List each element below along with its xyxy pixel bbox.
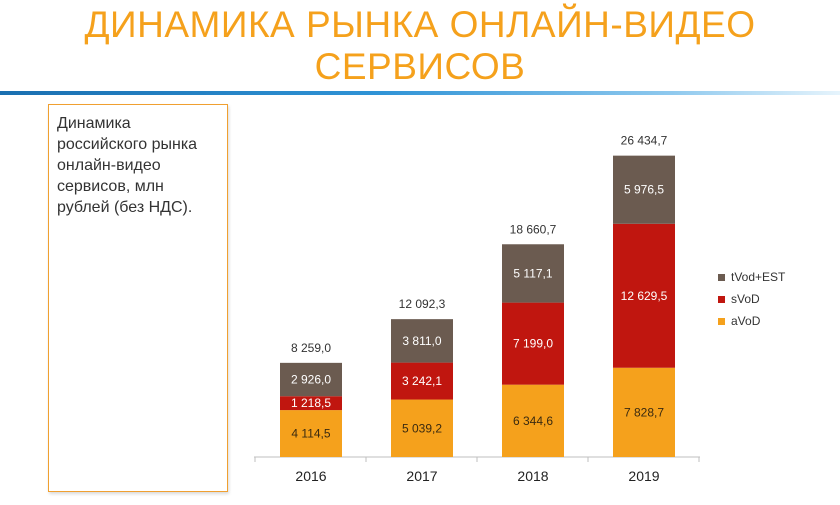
data-label-2017-avod: 5 039,2 [402,421,442,435]
data-label-2017-tvod-est: 3 811,0 [402,334,441,348]
bar-2016-tvod-est [280,362,342,397]
title-divider [0,91,840,95]
data-label-2019-svod: 12 629,5 [621,289,668,303]
data-label-2018-svod: 7 199,0 [513,337,553,351]
bar-2019-tvod-est [613,155,675,224]
legend-label: tVod+EST [731,270,786,284]
legend-swatch [718,273,725,281]
x-tick-label-2019: 2019 [628,468,659,484]
bar-2017-avod [391,399,453,457]
page-title-line-1: ДИНАМИКА РЫНКА ОНЛАЙН-ВИДЕО [84,4,756,45]
data-label-2017-svod: 3 242,1 [402,374,442,388]
data-label-2016-svod: 1 218,5 [291,396,331,410]
bar-2016-avod [280,410,342,457]
bar-2018-tvod-est [502,244,564,303]
data-label-2018-tvod-est: 5 117,1 [513,266,552,280]
bar-2019-svod [613,223,675,368]
x-tick-label-2018: 2018 [517,468,548,484]
total-label-2018: 18 660,7 [510,222,557,236]
bar-2017-tvod-est [391,319,453,363]
chart-caption-box: Динамика российского рынка онлайн-видео … [48,104,228,492]
legend-label: sVoD [731,292,760,306]
data-label-2018-avod: 6 344,6 [513,414,553,428]
legend-swatch [718,295,725,303]
data-label-2016-avod: 4 114,5 [291,427,330,441]
bar-2018-svod [502,302,564,385]
x-tick-label-2017: 2017 [406,468,437,484]
legend-item-svod: sVoD [718,288,785,310]
legend-label: aVoD [731,314,761,328]
page-title-line-2: СЕРВИСОВ [314,46,526,87]
total-label-2019: 26 434,7 [621,134,668,148]
data-label-2019-tvod-est: 5 976,5 [624,183,664,197]
legend-item-tvod-est: tVod+EST [718,266,785,288]
chart-legend: tVod+EST sVoD aVoD [718,266,785,332]
data-label-2019-avod: 7 828,7 [624,405,664,419]
legend-swatch [718,317,725,325]
total-label-2017: 12 092,3 [399,297,446,311]
page-title: ДИНАМИКА РЫНКА ОНЛАЙН-ВИДЕО СЕРВИСОВ [0,4,840,88]
legend-item-avod: aVoD [718,310,785,332]
bar-2019-avod [613,367,675,457]
data-label-2016-tvod-est: 2 926,0 [291,373,331,387]
bar-2016-svod [280,396,342,411]
chart-caption: Динамика российского рынка онлайн-видео … [57,115,198,216]
x-tick-label-2016: 2016 [295,468,326,484]
total-label-2016: 8 259,0 [291,341,331,355]
bar-2017-svod [391,362,453,400]
bar-2018-avod [502,384,564,457]
